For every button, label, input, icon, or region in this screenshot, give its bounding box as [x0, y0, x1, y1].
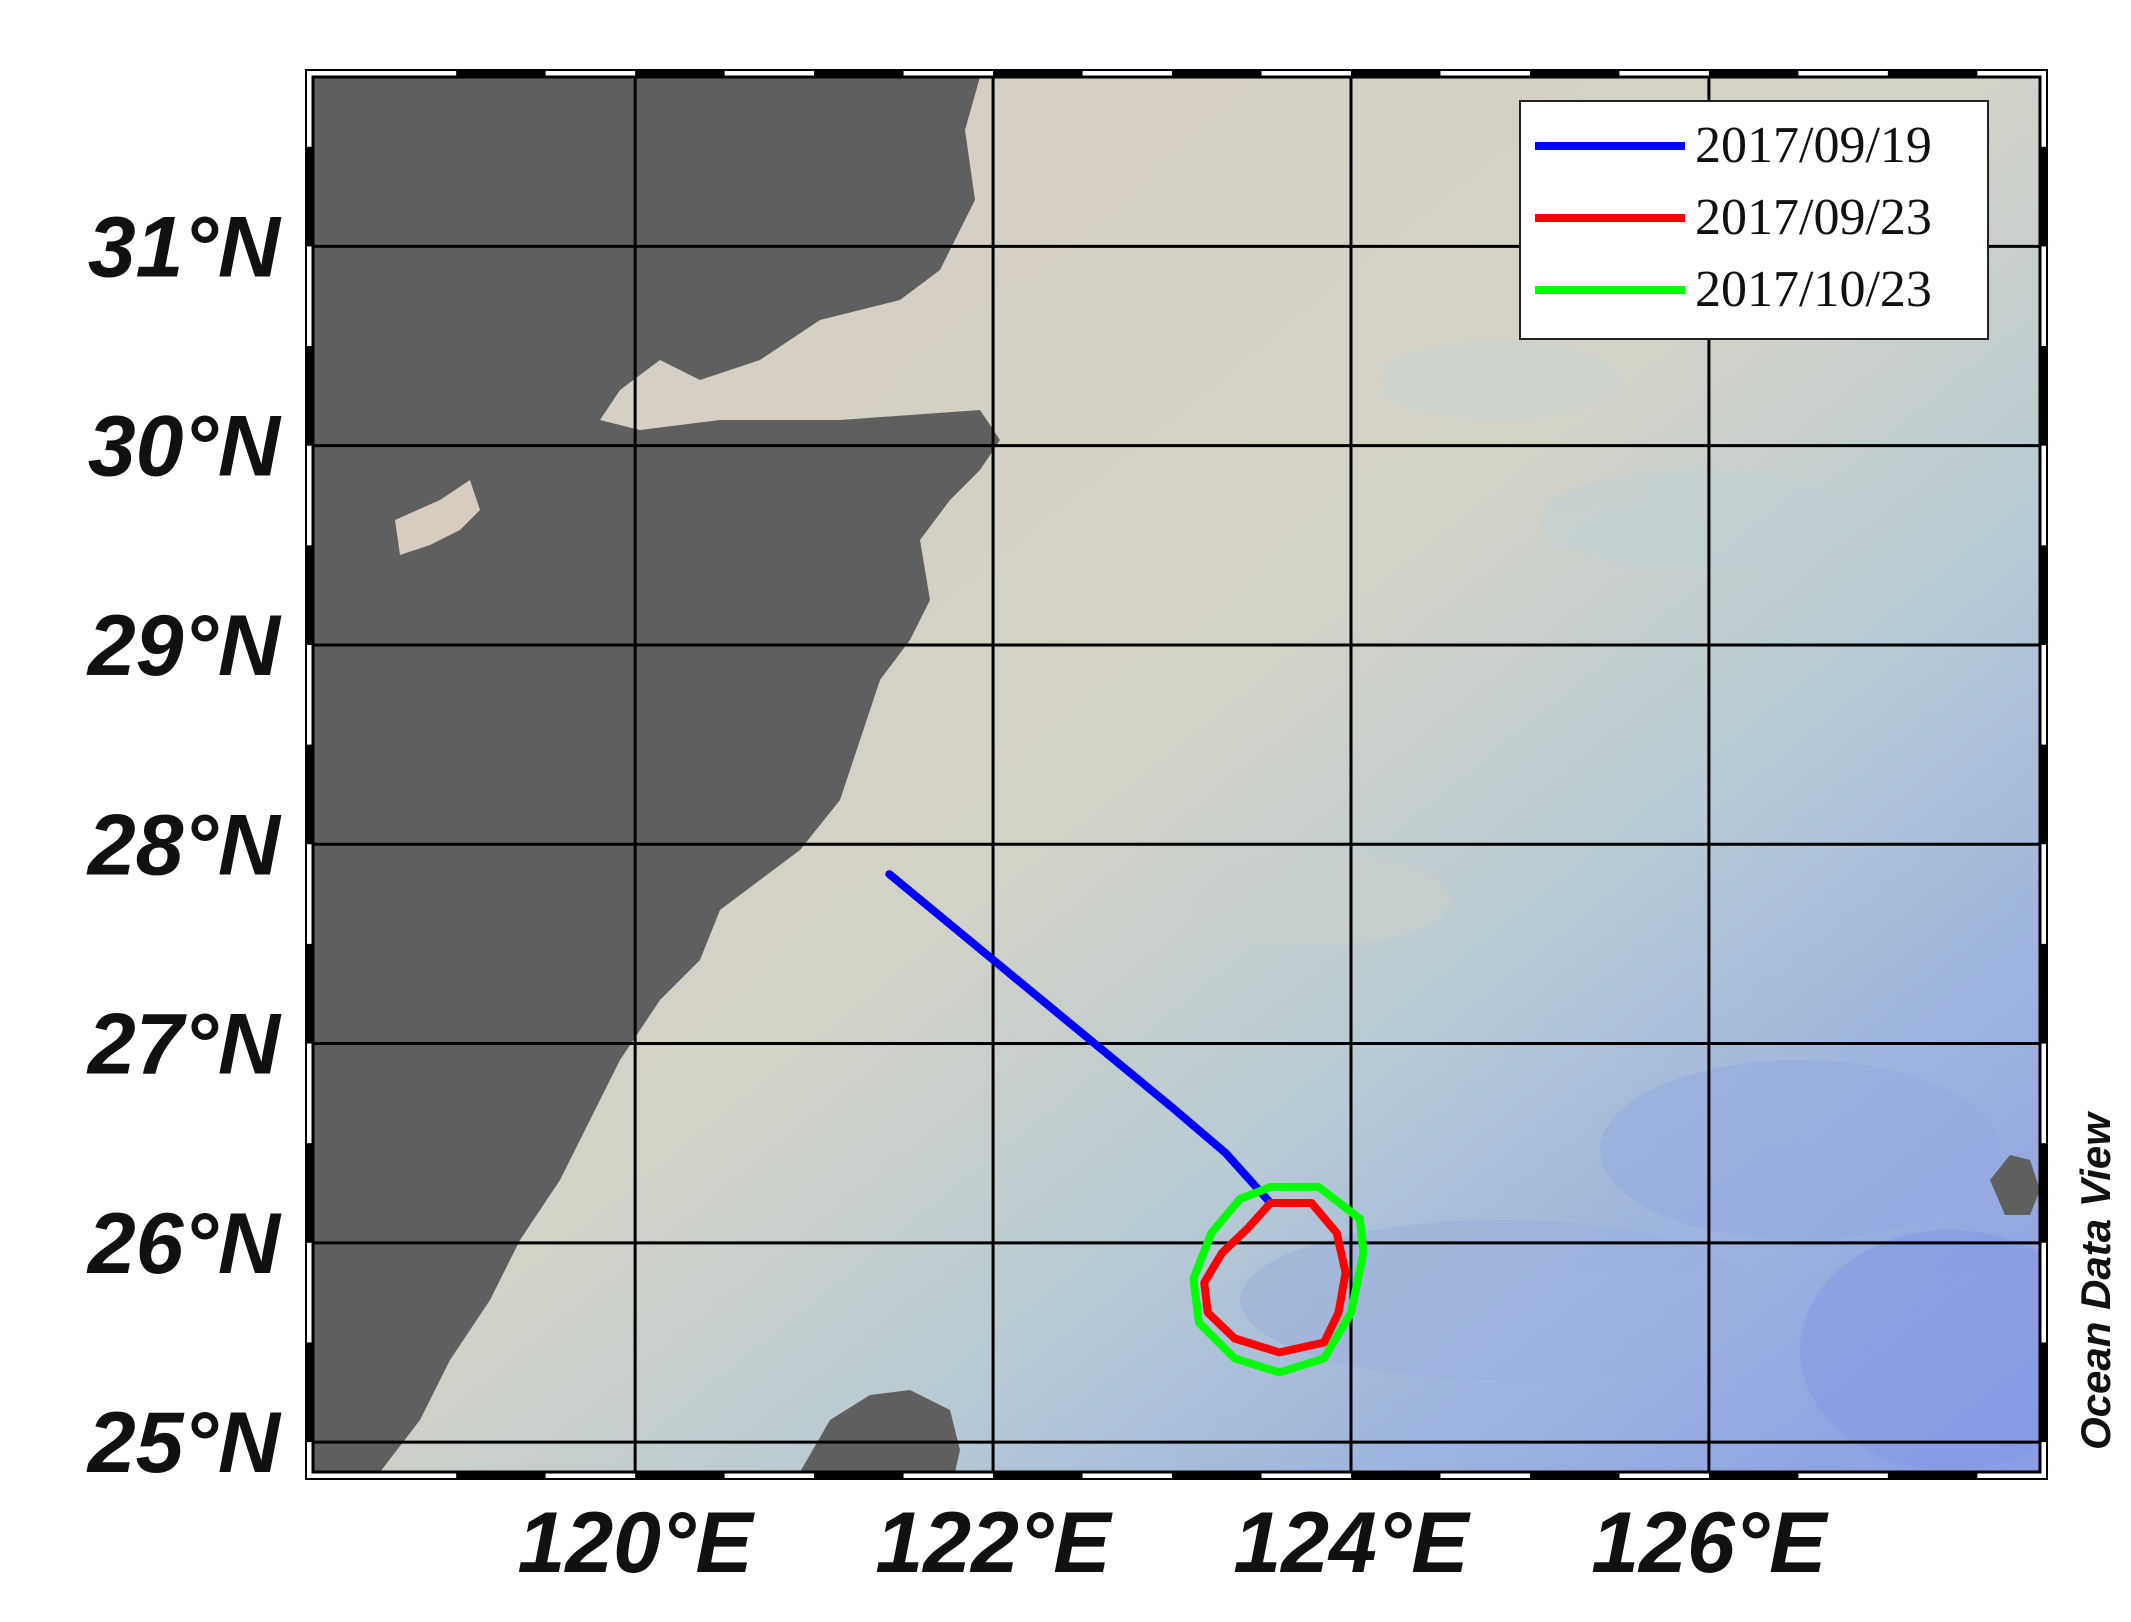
latitude-tick-label: 27°N: [86, 997, 282, 1093]
frame-tick: [1529, 70, 1620, 77]
frame-tick: [2040, 545, 2047, 645]
longitude-tick-label: 126°E: [1591, 1495, 1829, 1591]
longitude-labels: 120°E 122°E 124°E 126°E: [518, 1495, 1830, 1591]
frame-tick: [1529, 1472, 1620, 1479]
yangtze-estuary-land: [640, 130, 780, 230]
frame-tick: [1708, 70, 1799, 77]
legend-label: 2017/09/19: [1695, 117, 1932, 174]
latitude-labels: 25°N 26°N 27°N 28°N 29°N 30°N 31°N: [86, 199, 282, 1491]
frame-tick: [456, 1472, 546, 1479]
legend-label: 2017/10/23: [1695, 261, 1932, 318]
latitude-tick-label: 29°N: [86, 598, 282, 694]
track-line: [885, 870, 1275, 1207]
frame-tick: [993, 70, 1083, 77]
frame-tick: [1350, 1472, 1441, 1479]
frame-tick: [306, 146, 313, 247]
latitude-tick-label: 26°N: [86, 1196, 282, 1292]
latitude-tick-label: 28°N: [86, 797, 282, 893]
longitude-tick-label: 122°E: [875, 1495, 1113, 1591]
frame-tick: [2040, 1342, 2047, 1443]
frame-tick: [1172, 1472, 1262, 1479]
frame-tick: [814, 1472, 904, 1479]
frame-tick: [1708, 1472, 1799, 1479]
island-ryukyu-land: [1990, 1155, 2040, 1215]
frame-tick: [635, 70, 725, 77]
frame-tick: [1887, 1472, 1978, 1479]
track-line: [1200, 1199, 1350, 1357]
frame-tick: [2040, 146, 2047, 247]
latitude-tick-label: 31°N: [88, 199, 282, 295]
frame-tick: [456, 70, 546, 77]
frame-tick: [635, 1472, 725, 1479]
frame-tick: [2040, 1143, 2047, 1243]
china-mainland-land: [313, 77, 1000, 1472]
frame-tick: [306, 943, 313, 1044]
frame-tick: [814, 70, 904, 77]
lake-land: [395, 480, 480, 555]
ocean-data-view-credit: Ocean Data View: [2072, 1111, 2119, 1450]
latitude-tick-label: 25°N: [86, 1395, 282, 1491]
frame-tick: [306, 1143, 313, 1243]
legend-label: 2017/09/23: [1695, 189, 1932, 246]
longitude-tick-label: 124°E: [1233, 1495, 1471, 1591]
frame-tick: [1350, 70, 1441, 77]
frame-tick: [2040, 346, 2047, 446]
longitude-tick-label: 120°E: [518, 1495, 756, 1591]
legend: 2017/09/19 2017/09/23 2017/10/23: [1519, 100, 1989, 340]
frame-tick: [306, 744, 313, 845]
frame-tick: [1887, 70, 1978, 77]
bathymetry-patches: [1190, 340, 2040, 1470]
frame-tick: [306, 545, 313, 645]
frame-tick: [306, 1342, 313, 1443]
frame-tick: [2040, 744, 2047, 845]
taiwan-north-land: [800, 1390, 960, 1472]
frame-tick: [993, 1472, 1083, 1479]
frame-tick: [306, 346, 313, 446]
frame-tick: [2040, 943, 2047, 1044]
latitude-tick-label: 30°N: [88, 399, 282, 495]
graticule-grid: [313, 77, 2040, 1472]
track-line: [1189, 1183, 1368, 1377]
frame-tick-marks: [306, 70, 2047, 1479]
drifter-tracks: [885, 870, 1368, 1377]
frame-tick: [1172, 70, 1262, 77]
